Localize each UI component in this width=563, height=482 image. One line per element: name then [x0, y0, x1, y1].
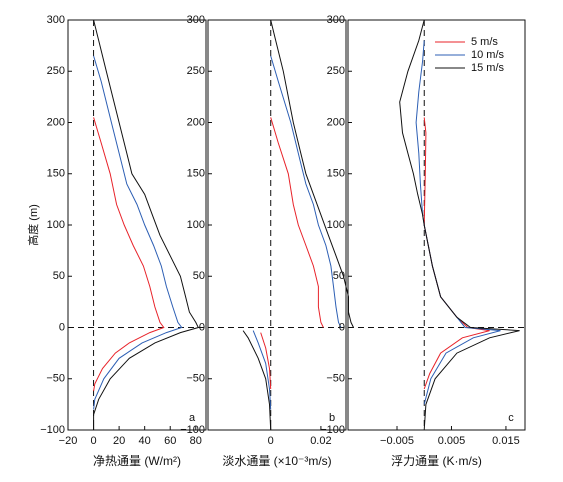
y-tick-label: −100: [180, 424, 205, 436]
y-tick-label: 100: [187, 219, 205, 231]
x-tick-label: −20: [59, 435, 78, 447]
x-axis-label: 浮力通量 (K·m/s): [391, 454, 482, 468]
x-tick-label: 0.02: [310, 435, 331, 447]
series-line: [252, 55, 342, 410]
y-tick-label: 0: [59, 321, 65, 333]
x-tick-label: 0: [268, 435, 274, 447]
series-line: [260, 117, 324, 390]
y-tick-label: 0: [199, 321, 205, 333]
y-tick-label: 50: [193, 270, 205, 282]
x-tick-label: 80: [190, 435, 202, 447]
y-tick-label: 150: [187, 168, 205, 180]
y-tick-label: −50: [186, 373, 205, 385]
legend-label: 10 m/s: [471, 49, 505, 61]
y-tick-label: 300: [47, 14, 65, 26]
y-tick-label: 250: [47, 65, 65, 77]
plot-frame: [207, 19, 347, 431]
x-tick-label: 0.005: [438, 435, 466, 447]
y-tick-label: 250: [187, 65, 205, 77]
panel-label: c: [508, 412, 514, 424]
x-axis-label: 净热通量 (W/m²): [93, 454, 181, 468]
series-line: [93, 19, 200, 430]
x-tick-label: 0: [90, 435, 96, 447]
x-tick-label: 60: [164, 435, 176, 447]
y-tick-label: 150: [327, 168, 345, 180]
y-axis-label: 高度 (m): [26, 204, 40, 246]
series-line: [423, 117, 490, 390]
x-axis-label: 淡水通量 (×10⁻³m/s): [222, 454, 331, 468]
y-tick-label: 50: [333, 270, 345, 282]
x-tick-label: 20: [113, 435, 125, 447]
y-tick-label: 0: [339, 321, 345, 333]
y-tick-label: 100: [327, 219, 345, 231]
y-tick-label: −50: [46, 373, 65, 385]
plot-frame: [67, 19, 207, 431]
x-tick-label: 40: [139, 435, 151, 447]
legend-label: 5 m/s: [471, 36, 498, 48]
series-line: [415, 40, 501, 405]
series-line: [399, 19, 520, 431]
x-tick-label: 0.015: [492, 435, 520, 447]
y-tick-label: 200: [47, 116, 65, 128]
y-tick-label: 50: [53, 270, 65, 282]
y-tick-label: 300: [327, 14, 345, 26]
panel-label: b: [329, 412, 335, 424]
y-tick-label: −50: [326, 373, 345, 385]
y-tick-label: 100: [47, 219, 65, 231]
y-tick-label: 300: [187, 14, 205, 26]
series-line: [93, 55, 183, 410]
y-tick-label: 250: [327, 65, 345, 77]
series-line: [93, 117, 165, 392]
y-tick-label: −100: [40, 424, 65, 436]
x-tick-label: −0.005: [380, 435, 414, 447]
legend-label: 15 m/s: [471, 62, 505, 74]
panel-label: a: [189, 412, 196, 424]
y-tick-label: −100: [320, 424, 345, 436]
y-tick-label: 200: [187, 116, 205, 128]
y-tick-label: 150: [47, 168, 65, 180]
y-tick-label: 200: [327, 116, 345, 128]
